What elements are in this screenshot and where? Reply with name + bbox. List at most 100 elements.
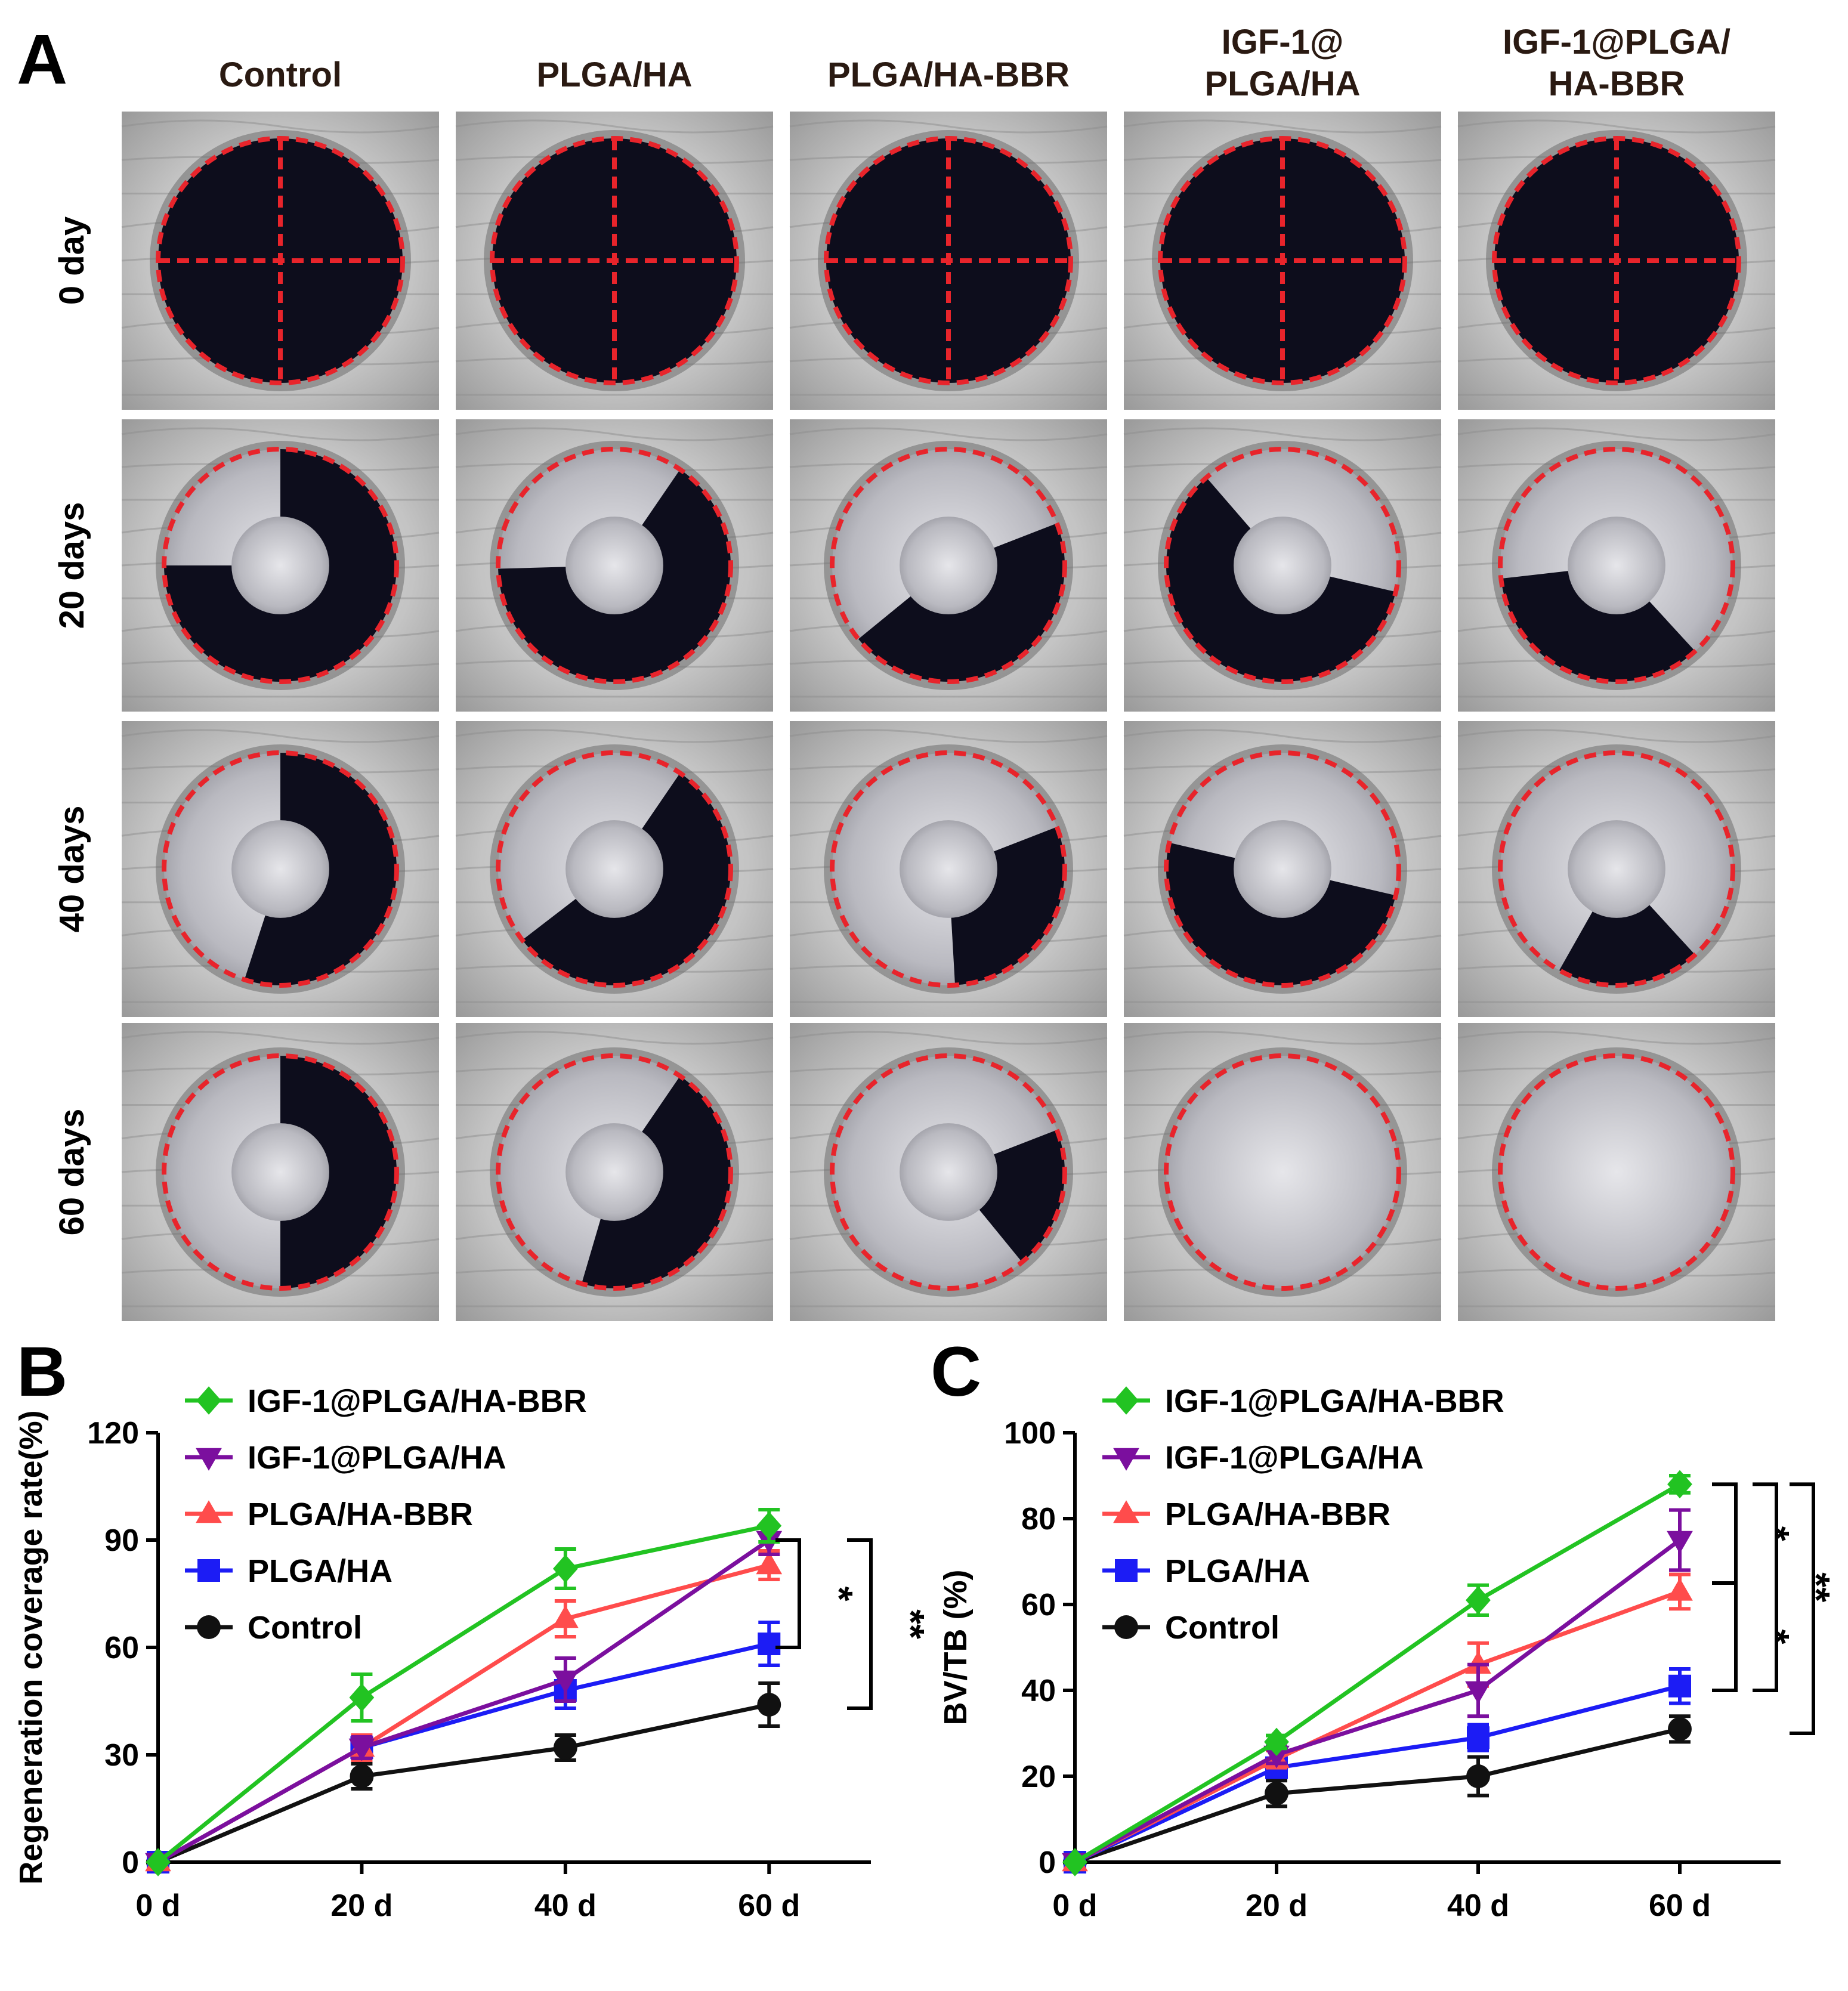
y-tick-label: 80: [1021, 1502, 1056, 1536]
series-line: [157, 1538, 771, 1865]
data-point: [1465, 1651, 1491, 1674]
legend-entry: IGF-1@PLGA/HA: [185, 1440, 506, 1476]
defect-outline: [496, 750, 733, 988]
data-point: [348, 1738, 375, 1761]
data-point: [552, 1554, 578, 1583]
defect-outline: [496, 1053, 733, 1291]
legend-marker: [196, 1448, 222, 1471]
data-point: [349, 1683, 375, 1712]
micro-ct-tile: [1123, 112, 1442, 410]
data-point: [1265, 1781, 1288, 1805]
defect-outline: [162, 447, 399, 684]
legend-marker: [197, 1615, 221, 1639]
y-tick-label: 60: [1021, 1588, 1056, 1622]
legend-entry: Control: [1102, 1610, 1280, 1646]
data-point: [757, 1693, 781, 1717]
legend-label: IGF-1@PLGA/HA: [1165, 1440, 1424, 1476]
defect-outline: [1498, 750, 1735, 988]
micro-ct-tile: [121, 112, 440, 410]
data-point: [758, 1633, 781, 1655]
micro-ct-tile: [1123, 1023, 1442, 1321]
legend-marker: [1114, 1615, 1138, 1639]
row-header: 20 days: [52, 502, 91, 629]
y-axis-label: Regeneration coverage rate(%): [13, 1410, 49, 1884]
micro-ct-tile: [789, 1023, 1108, 1321]
bracket-line: [775, 1538, 801, 1649]
legend-entry: PLGA/HA-BBR: [185, 1497, 473, 1532]
legend-marker: [1113, 1448, 1139, 1471]
x-tick-label: 60 d: [1649, 1888, 1711, 1923]
x-tick-label: 0 d: [135, 1888, 180, 1923]
significance-bracket: *: [775, 1538, 861, 1649]
significance-bracket: **: [1790, 1482, 1848, 1735]
y-tick-label: 60: [104, 1631, 139, 1665]
series-IGF-1@PLGA/HA-BBR: [146, 1508, 782, 1876]
data-point: [350, 1764, 374, 1788]
column-header: IGF-1@PLGA/: [1503, 23, 1730, 61]
legend-label: IGF-1@PLGA/HA: [248, 1440, 506, 1476]
legend-entry: IGF-1@PLGA/HA-BBR: [1102, 1383, 1504, 1419]
significance-label: *: [818, 1587, 861, 1602]
panel-b-label: B: [17, 1333, 67, 1411]
panel-b-chart: B 0 30 60 90 120 0 d 20 d 40 d 60 d Regeneration …: [13, 1333, 932, 1923]
x-tick-label: 40 d: [534, 1888, 597, 1923]
legend-label: IGF-1@PLGA/HA-BBR: [1165, 1383, 1504, 1419]
column-header: PLGA/HA: [537, 55, 693, 94]
bracket-line: [1753, 1482, 1778, 1692]
bracket-line: [1712, 1482, 1738, 1585]
series-line: [1074, 1482, 1681, 1865]
data-point: [1062, 1848, 1087, 1876]
legend-entry: PLGA/HA: [185, 1553, 393, 1589]
series-line: [156, 1523, 770, 1864]
y-axis-label: BV/TB (%): [938, 1570, 974, 1726]
y-tick-label: 40: [1021, 1674, 1056, 1708]
legend-entry: PLGA/HA-BBR: [1102, 1497, 1390, 1532]
series-PLGA/HA: [147, 1621, 781, 1873]
legend-marker: [1115, 1559, 1138, 1582]
legend-marker: [1113, 1500, 1139, 1523]
legend-label: PLGA/HA-BBR: [248, 1497, 473, 1532]
series-PLGA/HA: [1064, 1667, 1691, 1873]
bracket-line: [1712, 1581, 1738, 1692]
legend-entry: IGF-1@PLGA/HA: [1102, 1440, 1424, 1476]
y-tick-label: 120: [87, 1416, 139, 1451]
data-point: [756, 1551, 783, 1575]
bracket-line: [847, 1538, 873, 1710]
row-header: 60 days: [52, 1109, 91, 1236]
legend-label: IGF-1@PLGA/HA-BBR: [248, 1383, 587, 1419]
data-point: [1667, 1578, 1693, 1601]
series-line: [157, 1702, 770, 1865]
micro-ct-tile: [455, 721, 774, 1017]
series-IGF-1@PLGA/HA: [145, 1524, 783, 1876]
x-tick-label: 20 d: [330, 1888, 393, 1923]
data-point: [1667, 1531, 1693, 1554]
legend-entry: PLGA/HA: [1102, 1553, 1310, 1589]
series-Control: [1063, 1714, 1692, 1874]
micro-ct-tile: [1123, 419, 1442, 712]
defect-outline: [1498, 447, 1735, 684]
y-tick-label: 0: [122, 1845, 139, 1880]
data-point: [552, 1670, 579, 1693]
y-tick-label: 90: [104, 1523, 139, 1558]
panel-c-chart: C 0 20 40 60 80 100 0 d 20 d 40 d 60 d BV/TB (%) IG…: [931, 1333, 1848, 1923]
legend-label: PLGA/HA: [1165, 1553, 1310, 1589]
legend-label: Control: [248, 1610, 362, 1646]
data-point: [1264, 1727, 1289, 1757]
defect-outline: [162, 1053, 399, 1291]
series-IGF-1@PLGA/HA-BBR: [1062, 1470, 1692, 1876]
x-tick-label: 0 d: [1052, 1888, 1097, 1923]
micro-ct-tile: [789, 721, 1108, 1017]
data-point: [1466, 1586, 1491, 1615]
data-point: [1466, 1764, 1490, 1788]
micro-ct-tile: [1457, 721, 1776, 1017]
micro-ct-tile: [455, 1023, 774, 1321]
y-tick-label: 100: [1004, 1416, 1056, 1451]
panel-c-label: C: [931, 1333, 981, 1411]
panel-a-label: A: [17, 20, 67, 99]
column-header: PLGA/HA-BBR: [827, 55, 1070, 94]
series-line: [1074, 1538, 1682, 1865]
defect-outline: [1498, 1053, 1735, 1291]
y-tick-label: 20: [1021, 1760, 1056, 1794]
defect-outline: [830, 447, 1067, 684]
